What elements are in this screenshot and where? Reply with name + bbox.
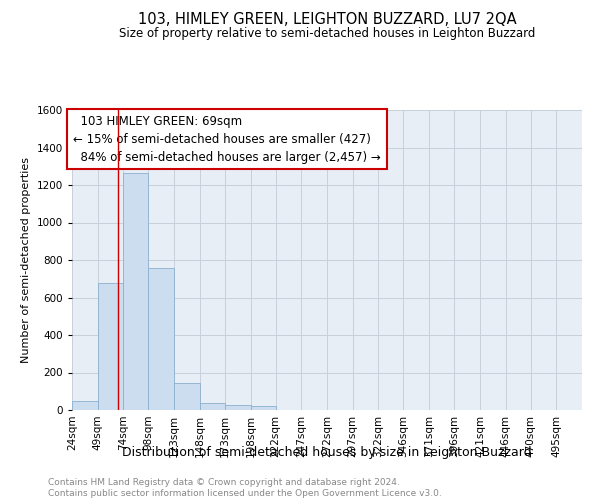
Text: 103 HIMLEY GREEN: 69sqm
← 15% of semi-detached houses are smaller (427)
  84% of: 103 HIMLEY GREEN: 69sqm ← 15% of semi-de… [73, 114, 381, 164]
Bar [174, 383, 199, 410]
Bar [251, 406, 275, 410]
Text: 103, HIMLEY GREEN, LEIGHTON BUZZARD, LU7 2QA: 103, HIMLEY GREEN, LEIGHTON BUZZARD, LU7… [137, 12, 517, 28]
Text: Size of property relative to semi-detached houses in Leighton Buzzard: Size of property relative to semi-detach… [119, 28, 535, 40]
Bar [199, 404, 225, 410]
Text: Distribution of semi-detached houses by size in Leighton Buzzard: Distribution of semi-detached houses by … [122, 446, 532, 459]
Bar [225, 406, 251, 410]
Text: Contains HM Land Registry data © Crown copyright and database right 2024.
Contai: Contains HM Land Registry data © Crown c… [48, 478, 442, 498]
Bar [98, 282, 124, 410]
Bar [72, 401, 98, 410]
Bar [148, 268, 174, 410]
Y-axis label: Number of semi-detached properties: Number of semi-detached properties [21, 157, 31, 363]
Bar [124, 173, 148, 410]
